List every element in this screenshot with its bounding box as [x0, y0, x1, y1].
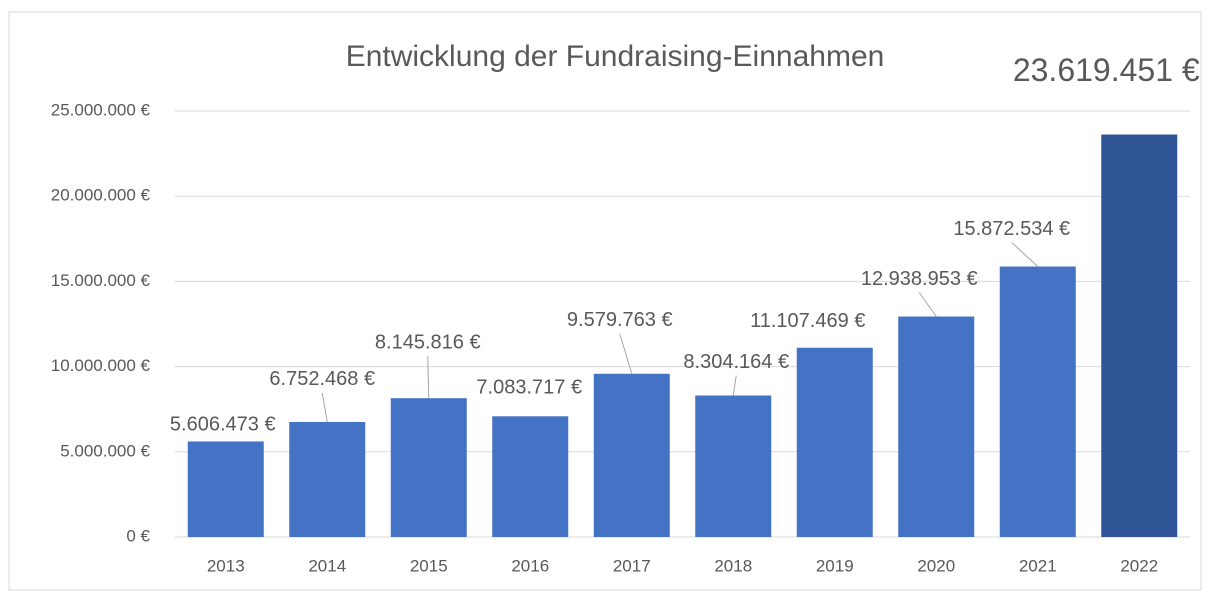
- y-tick-label: 25.000.000 €: [51, 100, 151, 119]
- data-label: 8.145.816 €: [375, 331, 481, 353]
- bar: [187, 441, 264, 537]
- data-label: 7.083.717 €: [476, 377, 582, 399]
- x-tick-label: 2021: [1019, 556, 1057, 575]
- bar: [796, 347, 873, 537]
- data-label: 8.304.164 €: [683, 351, 789, 373]
- bar: [593, 373, 670, 537]
- x-tick-label: 2018: [714, 556, 752, 575]
- x-tick-label: 2015: [410, 556, 448, 575]
- data-label: 15.872.534 €: [953, 218, 1070, 240]
- data-label: 11.107.469 €: [750, 310, 865, 332]
- x-tick-label: 2022: [1120, 556, 1158, 575]
- y-tick-label: 5.000.000 €: [60, 441, 150, 460]
- bar: [999, 266, 1076, 537]
- data-label: 23.619.451 €: [1013, 52, 1200, 88]
- leader-line: [619, 333, 633, 374]
- y-tick-label: 10.000.000 €: [51, 356, 151, 375]
- leader-line: [732, 375, 737, 396]
- chart-title: Entwicklung der Fundraising-Einnahmen: [346, 40, 885, 73]
- bar: [695, 395, 772, 537]
- y-tick-label: 15.000.000 €: [51, 271, 151, 290]
- data-label: 6.752.468 €: [269, 368, 375, 390]
- bar: [289, 421, 366, 537]
- data-label: 9.579.763 €: [567, 309, 673, 331]
- leader-line: [918, 292, 937, 317]
- bar: [390, 398, 467, 537]
- chart-border: [8, 11, 1202, 591]
- y-tick-label: 0 €: [126, 526, 150, 545]
- y-tick-label: 20.000.000 €: [51, 186, 151, 205]
- leader-line: [1011, 242, 1039, 267]
- bar: [1101, 134, 1178, 538]
- leader-line: [427, 356, 430, 399]
- leader-line: [321, 392, 328, 423]
- x-tick-label: 2020: [917, 556, 955, 575]
- bar: [492, 416, 569, 537]
- bar: [898, 316, 975, 537]
- x-tick-label: 2019: [816, 556, 854, 575]
- data-label: 12.938.953 €: [861, 268, 978, 290]
- data-label: 5.606.473 €: [170, 414, 276, 436]
- x-tick-label: 2017: [613, 556, 651, 575]
- x-tick-label: 2014: [308, 556, 346, 575]
- x-tick-label: 2016: [511, 556, 549, 575]
- x-tick-label: 2013: [207, 556, 245, 575]
